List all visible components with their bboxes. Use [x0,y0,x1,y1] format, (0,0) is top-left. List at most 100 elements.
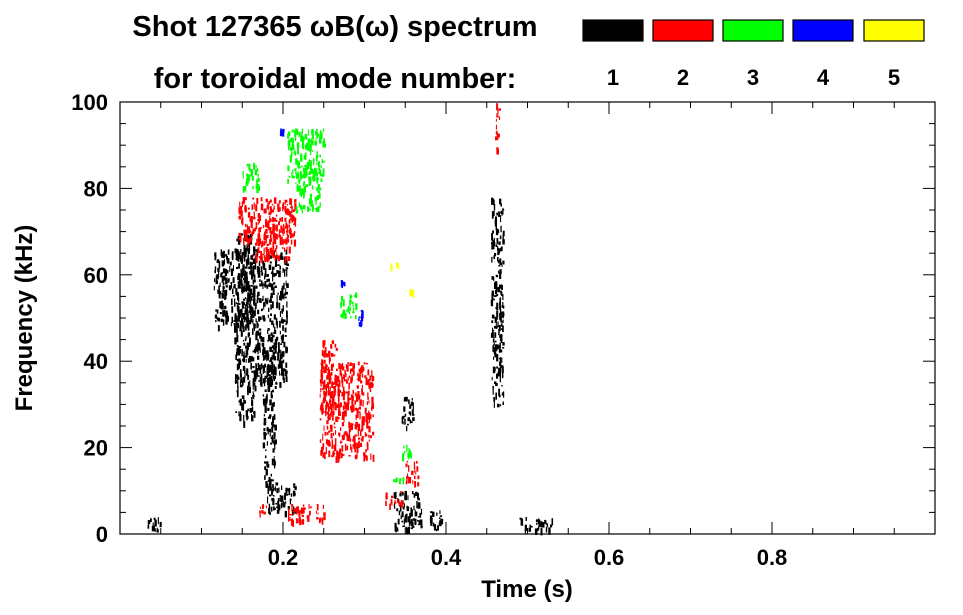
spectral-mark [247,305,249,309]
spectral-mark [256,179,258,187]
spectral-mark [236,254,238,261]
spectral-mark [404,451,406,454]
spectral-mark [270,379,272,383]
spectral-mark [414,509,416,517]
spectral-mark [358,318,360,322]
spectral-mark [257,271,261,278]
spectral-mark [265,198,268,203]
spectral-mark [350,316,352,319]
spectral-mark [340,452,343,459]
spectral-mark [498,270,500,274]
spectral-mark [232,294,235,297]
spectral-mark [408,477,412,484]
spectral-mark [408,399,410,404]
spectral-mark [324,451,326,459]
spectral-mark [409,404,412,409]
spectral-mark [272,448,275,453]
spectral-mark [401,520,404,523]
spectral-mark [277,264,280,266]
spectral-mark [244,204,247,207]
series-3-region-6 [402,444,412,462]
spectral-mark [500,215,502,223]
spectral-mark [413,461,416,469]
spectral-mark [315,170,317,176]
spectral-mark [498,329,500,336]
spectral-mark [236,348,238,354]
spectral-mark [267,278,270,282]
spectral-mark [244,206,247,213]
spectral-mark [250,267,252,269]
spectral-mark [237,236,240,238]
spectral-mark [274,465,276,469]
spectral-mark [272,228,275,234]
spectral-mark [218,260,221,269]
spectral-mark [275,261,277,268]
spectral-mark [330,344,333,349]
spectral-mark [252,365,255,369]
spectral-mark [224,290,227,296]
spectral-mark [241,201,243,207]
spectral-mark [530,525,533,528]
spectral-mark [349,306,351,312]
spectral-mark [274,346,277,354]
spectral-mark [249,341,251,347]
spectral-mark [249,237,251,244]
spectral-mark [318,192,321,199]
spectral-mark [261,280,263,287]
spectral-mark [259,316,262,320]
spectral-mark [217,289,219,294]
spectral-mark [269,255,273,259]
spectral-mark [278,359,281,367]
spectral-mark [252,357,255,362]
spectral-mark [354,434,357,437]
spectral-mark [254,274,256,280]
spectral-mark [498,241,501,245]
spectral-mark [269,215,271,223]
spectral-mark [260,255,262,261]
spectral-mark [350,295,353,299]
spectral-mark [241,283,244,287]
spectral-mark [271,350,274,353]
spectral-mark [245,304,247,310]
spectral-mark [285,249,288,255]
spectral-mark [361,420,364,428]
spectral-mark [334,378,336,384]
spectral-mark [295,518,298,524]
spectral-mark [493,342,495,346]
spectral-mark [271,497,274,502]
spectral-mark [265,505,267,509]
spectral-mark [385,492,388,500]
spectral-mark [351,401,353,405]
spectral-mark [245,181,248,186]
spectral-mark [329,412,332,417]
spectral-mark [258,298,262,303]
spectral-mark [251,204,254,210]
spectral-mark [266,243,269,246]
spectral-mark [368,426,371,433]
spectral-mark [354,392,357,396]
spectral-mark [266,461,269,467]
spectral-mark [317,512,319,515]
spectral-mark [237,363,240,369]
spectral-mark [497,325,499,328]
spectral-mark [502,207,504,215]
spectral-mark [497,229,500,234]
spectral-mark [331,381,333,388]
spectral-mark [334,403,337,411]
spectral-mark [278,255,281,262]
spectral-mark [249,229,251,234]
spectral-mark [417,519,419,522]
spectral-mark [241,218,244,226]
spectral-mark [282,325,284,331]
spectral-mark [230,282,233,289]
spectral-mark [492,340,494,343]
spectral-mark [285,199,288,203]
spectral-mark [221,252,224,256]
spectral-mark [246,298,249,305]
spectral-mark [502,313,505,316]
spectral-mark [267,328,270,331]
spectral-mark [269,227,272,234]
spectral-mark [276,255,279,260]
series-1-marks [147,197,554,536]
